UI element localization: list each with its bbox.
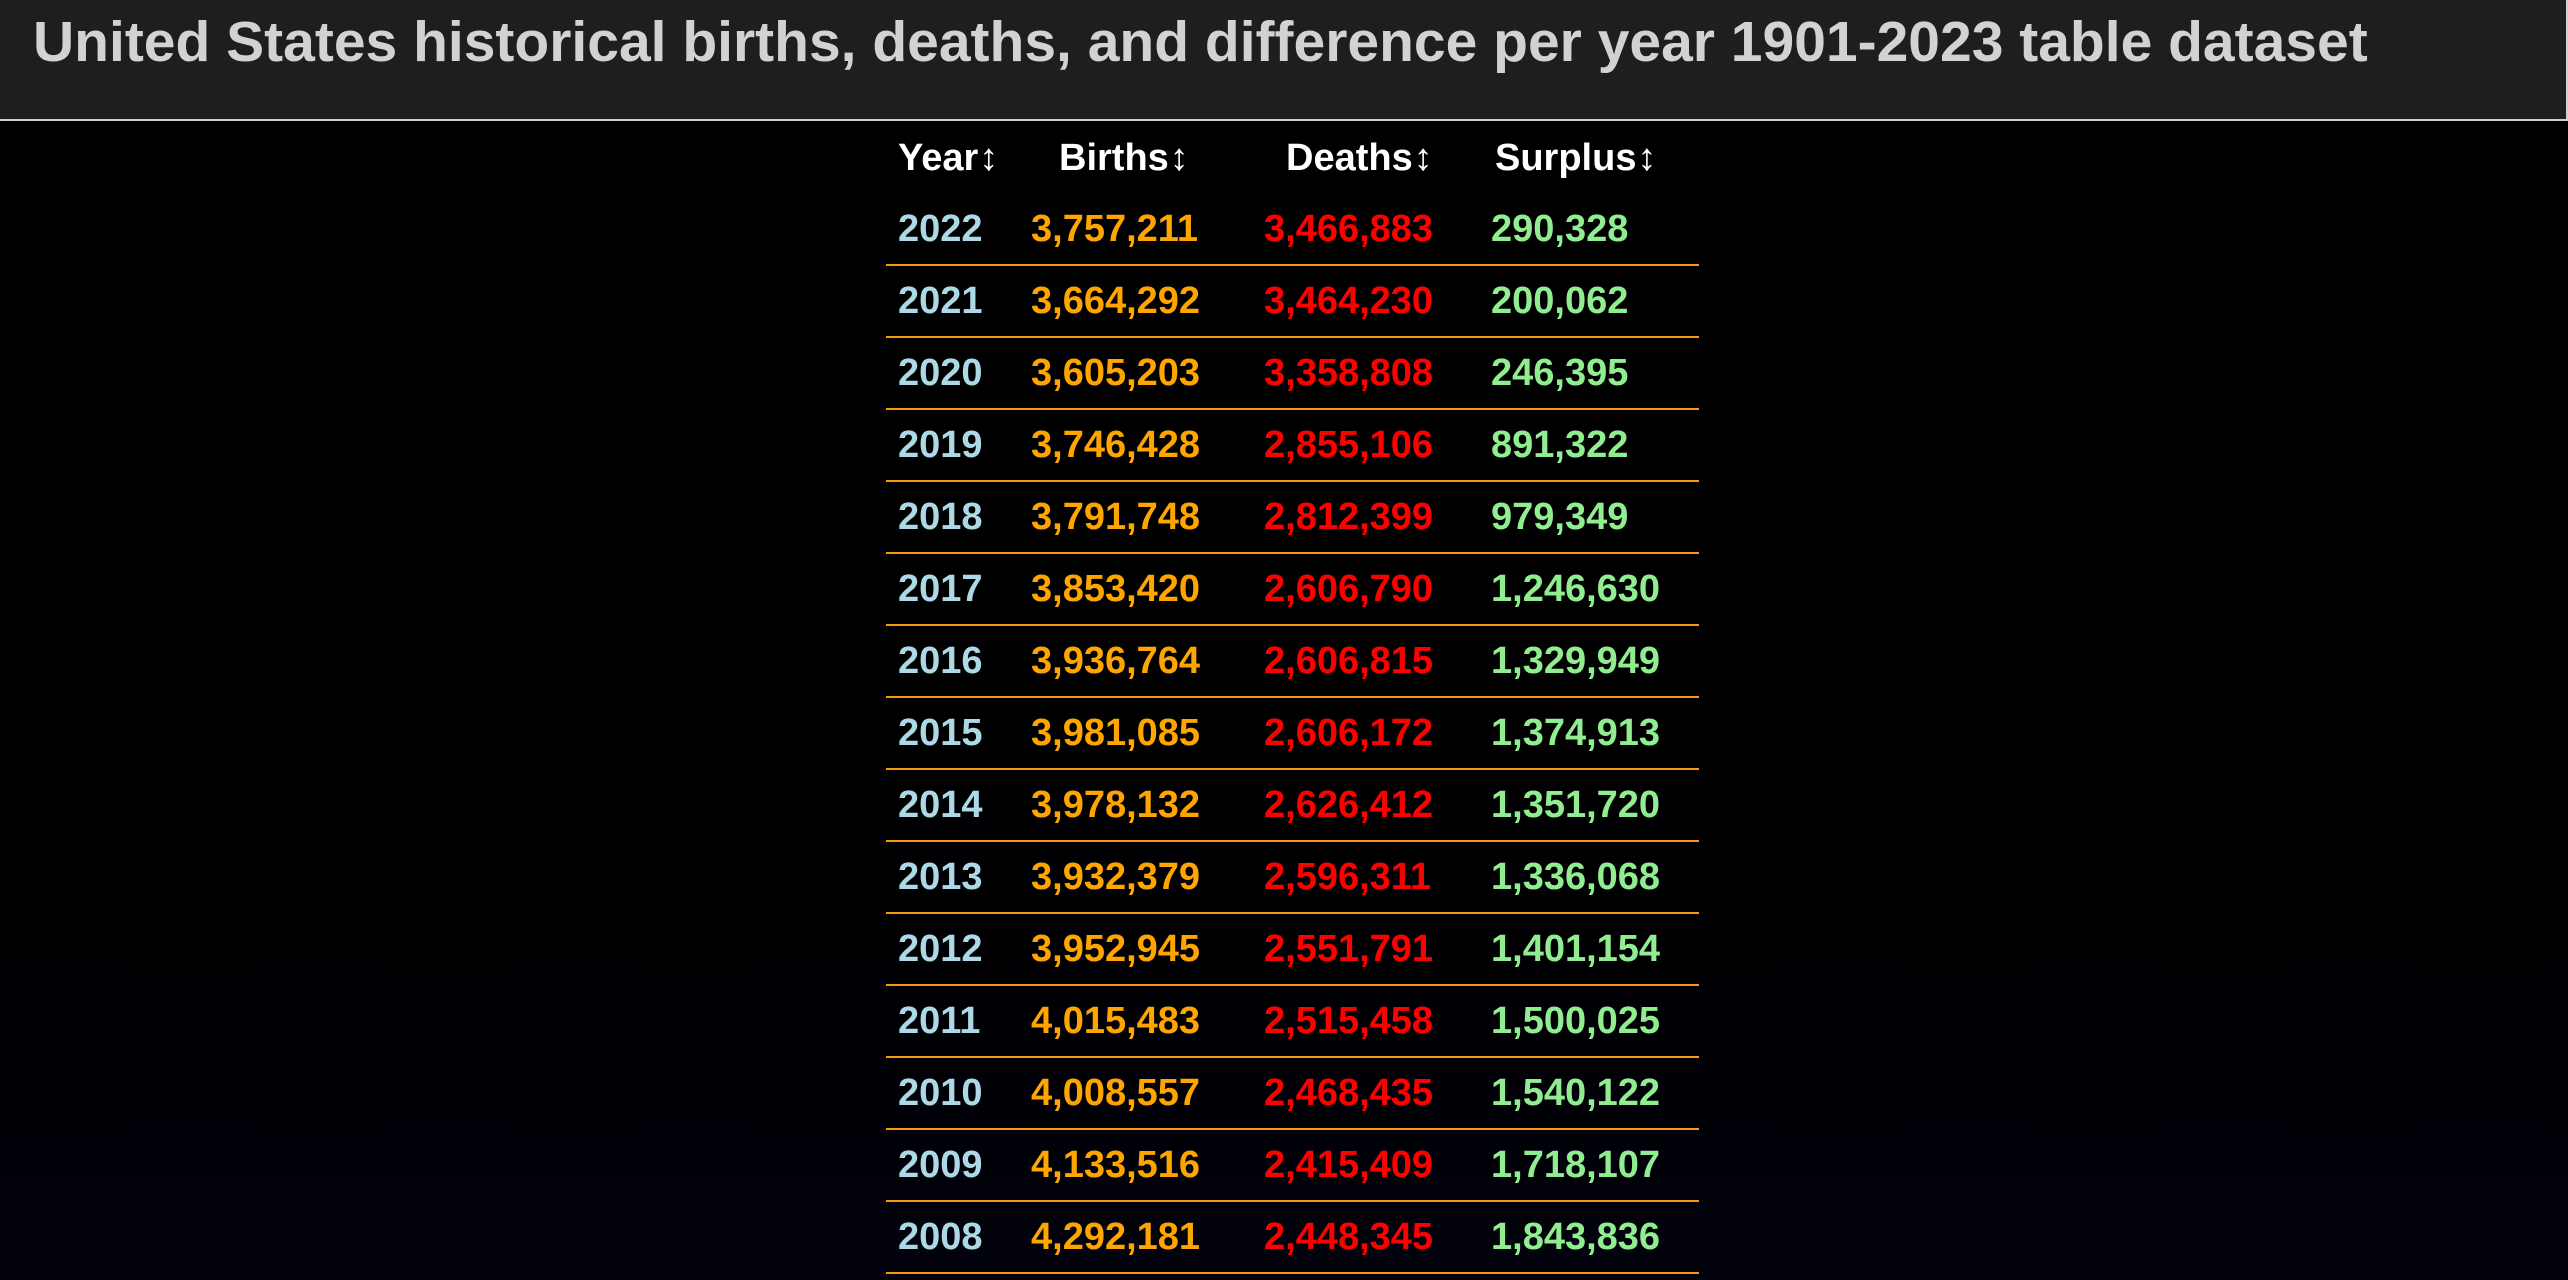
cell-surplus: 1,540,122 (1489, 1057, 1699, 1130)
cell-deaths: 3,466,883 (1260, 194, 1489, 266)
cell-year: 2010 (886, 1057, 1023, 1130)
cell-surplus: 1,351,720 (1489, 769, 1699, 842)
column-header-year[interactable]: Year↕ (886, 122, 1023, 194)
column-header-births[interactable]: Births↕ (1023, 122, 1260, 194)
cell-births: 3,746,428 (1023, 409, 1260, 482)
cell-surplus: 200,062 (1489, 265, 1699, 338)
table-row: 2008 4,292,181 2,448,345 1,843,836 (886, 1201, 1699, 1274)
cell-surplus: 1,374,913 (1489, 697, 1699, 770)
cell-year: 2017 (886, 553, 1023, 626)
page-header: United States historical births, deaths,… (0, 0, 2568, 121)
cell-year: 2019 (886, 409, 1023, 482)
cell-births: 3,978,132 (1023, 769, 1260, 842)
table-row: 2018 3,791,748 2,812,399 979,349 (886, 481, 1699, 554)
cell-deaths: 3,464,230 (1260, 265, 1489, 338)
table-row: 2019 3,746,428 2,855,106 891,322 (886, 409, 1699, 482)
cell-births: 3,932,379 (1023, 841, 1260, 914)
cell-births: 4,133,516 (1023, 1129, 1260, 1202)
column-header-surplus[interactable]: Surplus↕ (1489, 122, 1699, 194)
table-header: Year↕ Births↕ Deaths↕ Surplus↕ (886, 122, 1699, 194)
cell-births: 3,757,211 (1023, 194, 1260, 266)
cell-year: 2018 (886, 481, 1023, 554)
cell-year: 2012 (886, 913, 1023, 986)
table-row: 2012 3,952,945 2,551,791 1,401,154 (886, 913, 1699, 986)
page-title: United States historical births, deaths,… (33, 10, 2368, 74)
cell-year: 2008 (886, 1201, 1023, 1274)
cell-surplus: 1,401,154 (1489, 913, 1699, 986)
table-row: 2017 3,853,420 2,606,790 1,246,630 (886, 553, 1699, 626)
column-header-label: Year (898, 136, 979, 179)
cell-deaths: 2,606,790 (1260, 553, 1489, 626)
cell-year: 2014 (886, 769, 1023, 842)
cell-deaths: 3,358,808 (1260, 337, 1489, 410)
cell-year: 2013 (886, 841, 1023, 914)
cell-surplus: 979,349 (1489, 481, 1699, 554)
table-row: 2014 3,978,132 2,626,412 1,351,720 (886, 769, 1699, 842)
cell-births: 3,981,085 (1023, 697, 1260, 770)
table-row: 2009 4,133,516 2,415,409 1,718,107 (886, 1129, 1699, 1202)
cell-year: 2015 (886, 697, 1023, 770)
cell-births: 3,936,764 (1023, 625, 1260, 698)
column-header-label: Births (1059, 136, 1169, 179)
table-header-row: Year↕ Births↕ Deaths↕ Surplus↕ (886, 122, 1699, 194)
cell-surplus: 891,322 (1489, 409, 1699, 482)
cell-year: 2021 (886, 265, 1023, 338)
data-table-container: Year↕ Births↕ Deaths↕ Surplus↕ 2022 3,75… (886, 122, 1699, 1274)
cell-deaths: 2,855,106 (1260, 409, 1489, 482)
cell-deaths: 2,551,791 (1260, 913, 1489, 986)
table-row: 2015 3,981,085 2,606,172 1,374,913 (886, 697, 1699, 770)
cell-surplus: 1,718,107 (1489, 1129, 1699, 1202)
table-row: 2010 4,008,557 2,468,435 1,540,122 (886, 1057, 1699, 1130)
cell-surplus: 1,843,836 (1489, 1201, 1699, 1274)
cell-births: 4,015,483 (1023, 985, 1260, 1058)
cell-deaths: 2,606,815 (1260, 625, 1489, 698)
column-header-label: Surplus (1495, 136, 1637, 179)
table-row: 2022 3,757,211 3,466,883 290,328 (886, 194, 1699, 266)
sort-icon[interactable]: ↕ (1169, 136, 1189, 179)
cell-surplus: 1,336,068 (1489, 841, 1699, 914)
data-table: Year↕ Births↕ Deaths↕ Surplus↕ 2022 3,75… (886, 122, 1699, 1274)
cell-births: 3,853,420 (1023, 553, 1260, 626)
cell-births: 4,008,557 (1023, 1057, 1260, 1130)
cell-births: 3,605,203 (1023, 337, 1260, 410)
cell-deaths: 2,596,311 (1260, 841, 1489, 914)
cell-births: 3,664,292 (1023, 265, 1260, 338)
cell-deaths: 2,468,435 (1260, 1057, 1489, 1130)
cell-deaths: 2,626,412 (1260, 769, 1489, 842)
cell-year: 2009 (886, 1129, 1023, 1202)
cell-year: 2016 (886, 625, 1023, 698)
cell-year: 2020 (886, 337, 1023, 410)
table-row: 2011 4,015,483 2,515,458 1,500,025 (886, 985, 1699, 1058)
table-body: 2022 3,757,211 3,466,883 290,328 2021 3,… (886, 194, 1699, 1274)
column-header-label: Deaths (1286, 136, 1413, 179)
cell-surplus: 290,328 (1489, 194, 1699, 266)
cell-year: 2022 (886, 194, 1023, 266)
cell-surplus: 246,395 (1489, 337, 1699, 410)
table-row: 2021 3,664,292 3,464,230 200,062 (886, 265, 1699, 338)
cell-deaths: 2,415,409 (1260, 1129, 1489, 1202)
cell-year: 2011 (886, 985, 1023, 1058)
cell-deaths: 2,812,399 (1260, 481, 1489, 554)
table-row: 2016 3,936,764 2,606,815 1,329,949 (886, 625, 1699, 698)
cell-deaths: 2,606,172 (1260, 697, 1489, 770)
sort-icon[interactable]: ↕ (979, 136, 999, 179)
cell-births: 3,952,945 (1023, 913, 1260, 986)
cell-deaths: 2,448,345 (1260, 1201, 1489, 1274)
sort-icon[interactable]: ↕ (1637, 136, 1657, 179)
cell-surplus: 1,500,025 (1489, 985, 1699, 1058)
sort-icon[interactable]: ↕ (1413, 136, 1433, 179)
cell-deaths: 2,515,458 (1260, 985, 1489, 1058)
cell-surplus: 1,246,630 (1489, 553, 1699, 626)
table-row: 2020 3,605,203 3,358,808 246,395 (886, 337, 1699, 410)
cell-births: 4,292,181 (1023, 1201, 1260, 1274)
cell-surplus: 1,329,949 (1489, 625, 1699, 698)
cell-births: 3,791,748 (1023, 481, 1260, 554)
column-header-deaths[interactable]: Deaths↕ (1260, 122, 1489, 194)
table-row: 2013 3,932,379 2,596,311 1,336,068 (886, 841, 1699, 914)
